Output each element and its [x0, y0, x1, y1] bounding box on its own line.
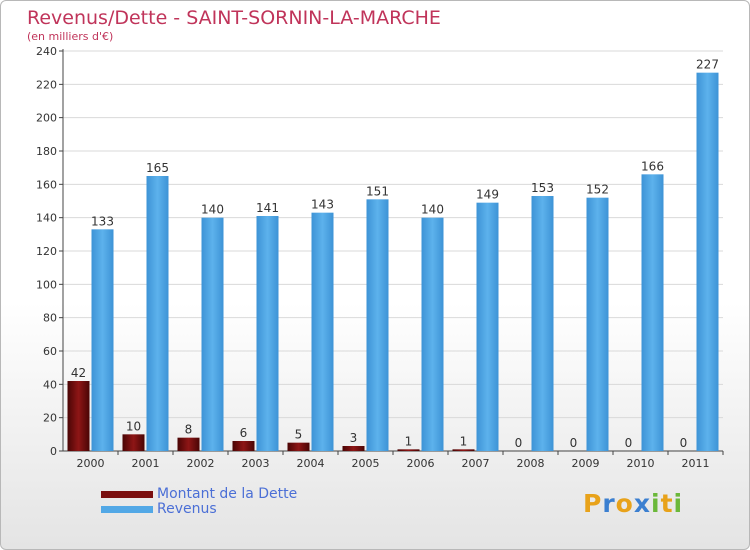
y-tick-label: 160	[36, 178, 57, 191]
revenue-value-label-2002: 140	[201, 203, 224, 217]
revenue-bar-2002	[201, 217, 224, 451]
legend-label-revenus: Revenus	[157, 501, 217, 517]
legend-swatch-dette	[101, 491, 153, 498]
debt-value-label-2001: 10	[126, 419, 141, 433]
debt-bar-2004	[287, 442, 310, 451]
logo-letter: x	[633, 489, 651, 518]
x-tick-label: 2003	[242, 457, 270, 470]
revenue-bar-2008	[531, 196, 554, 451]
revenue-bar-2007	[476, 202, 499, 451]
x-tick-label: 2006	[407, 457, 435, 470]
y-tick-label: 100	[36, 278, 57, 291]
revenue-value-label-2000: 133	[91, 214, 114, 228]
legend: Montant de la Dette Revenus	[101, 487, 297, 517]
revenue-bar-2006	[421, 217, 444, 451]
revenue-bar-2005	[366, 199, 389, 451]
revenue-bar-2000	[91, 229, 114, 451]
revenue-value-label-2005: 151	[366, 184, 389, 198]
debt-bar-2005	[342, 446, 365, 451]
debt-value-label-2006: 1	[405, 434, 413, 448]
revenue-bar-2001	[146, 176, 169, 451]
revenue-value-label-2009: 152	[586, 183, 609, 197]
logo-letter: i	[651, 489, 661, 518]
debt-bar-2002	[177, 437, 200, 451]
revenue-bar-2011	[696, 72, 719, 452]
debt-value-label-2003: 6	[240, 426, 248, 440]
debt-bar-2001	[122, 434, 145, 451]
debt-value-label-2007: 1	[460, 434, 468, 448]
logo-letter: P	[583, 489, 603, 518]
x-tick-label: 2007	[462, 457, 490, 470]
x-tick-label: 2010	[627, 457, 655, 470]
y-tick-label: 0	[50, 445, 57, 458]
x-tick-label: 2011	[682, 457, 710, 470]
revenue-value-label-2003: 141	[256, 201, 279, 215]
x-tick-label: 2000	[77, 457, 105, 470]
debt-value-label-2002: 8	[185, 423, 193, 437]
debt-bar-2006	[397, 449, 420, 451]
y-tick-label: 80	[43, 312, 57, 325]
chart-subtitle: (en milliers d'€)	[27, 30, 114, 43]
revenue-value-label-2008: 153	[531, 181, 554, 195]
x-tick-label: 2002	[187, 457, 215, 470]
chart-title: Revenus/Dette - SAINT-SORNIN-LA-MARCHE	[27, 7, 441, 29]
debt-bar-2003	[232, 441, 255, 451]
revenue-value-label-2001: 165	[146, 161, 169, 175]
y-tick-label: 140	[36, 212, 57, 225]
x-tick-label: 2001	[132, 457, 160, 470]
y-tick-label: 220	[36, 78, 57, 91]
revenue-value-label-2004: 143	[311, 198, 334, 212]
proxiti-logo: Proxiti	[583, 489, 683, 518]
debt-bar-2007	[452, 449, 475, 451]
revenue-bar-2010	[641, 174, 664, 452]
logo-letter: t	[660, 489, 674, 518]
logo-letter: o	[615, 489, 634, 518]
x-tick-label: 2005	[352, 457, 380, 470]
legend-swatch-revenus	[101, 506, 153, 513]
x-tick-label: 2004	[297, 457, 325, 470]
debt-value-label-2008: 0	[515, 436, 523, 450]
revenue-bar-2003	[256, 216, 279, 451]
debt-bar-2000	[67, 381, 90, 451]
revenue-value-label-2007: 149	[476, 188, 499, 202]
y-tick-label: 240	[36, 45, 57, 58]
y-tick-label: 180	[36, 145, 57, 158]
y-tick-label: 120	[36, 245, 57, 258]
legend-item-dette: Montant de la Dette	[101, 487, 297, 502]
y-tick-label: 20	[43, 412, 57, 425]
x-tick-label: 2009	[572, 457, 600, 470]
debt-value-label-2011: 0	[680, 436, 688, 450]
logo-letter: i	[673, 489, 684, 518]
debt-value-label-2010: 0	[625, 436, 633, 450]
logo-letter: r	[602, 489, 616, 518]
x-tick-label: 2008	[517, 457, 545, 470]
y-tick-label: 40	[43, 378, 57, 391]
revenue-value-label-2010: 166	[641, 159, 664, 173]
revenue-value-label-2011: 227	[696, 58, 719, 72]
revenue-bar-2004	[311, 212, 334, 451]
debt-value-label-2009: 0	[570, 436, 578, 450]
debt-value-label-2005: 3	[350, 431, 358, 445]
revenue-bar-2009	[586, 197, 609, 451]
debt-value-label-2000: 42	[71, 366, 86, 380]
y-tick-label: 60	[43, 345, 57, 358]
debt-value-label-2004: 5	[295, 428, 303, 442]
legend-item-revenus: Revenus	[101, 502, 297, 517]
y-tick-label: 200	[36, 112, 57, 125]
legend-label-dette: Montant de la Dette	[157, 486, 298, 502]
revenue-value-label-2006: 140	[421, 203, 444, 217]
